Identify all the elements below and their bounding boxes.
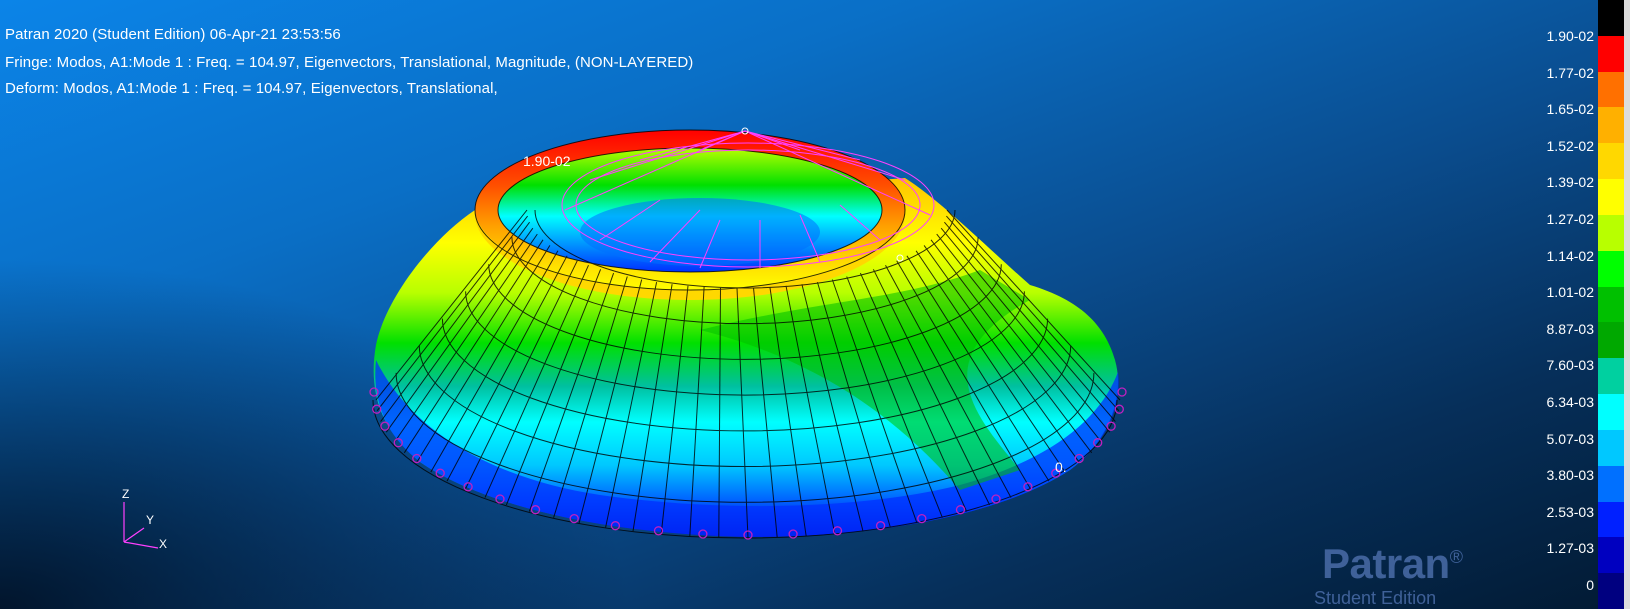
- legend-label: 5.07-03: [1546, 430, 1594, 447]
- legend-swatch: [1598, 71, 1624, 108]
- legend-label: 6.34-03: [1546, 394, 1594, 410]
- coordinate-triad: [123, 502, 159, 549]
- legend-label: 1.27-03: [1546, 540, 1594, 557]
- side-node: [896, 254, 904, 262]
- legend-label: 8.87-03: [1546, 320, 1594, 337]
- legend-label: 1.77-02: [1546, 64, 1594, 81]
- legend-swatch: [1598, 179, 1624, 216]
- legend-swatch: [1598, 0, 1624, 37]
- legend-label: 1.39-02: [1546, 174, 1594, 191]
- legend-swatch: [1598, 214, 1624, 252]
- legend-swatch: [1598, 250, 1624, 288]
- patran-logo: Patran®: [1322, 540, 1463, 587]
- axis-z-label: Z: [122, 487, 130, 501]
- legend-label: 1.14-02: [1546, 247, 1594, 264]
- legend-label: 1.52-02: [1546, 137, 1594, 154]
- viewport-title: Patran 2020 (Student Edition) 06-Apr-21 …: [5, 26, 341, 43]
- axis-y-label: Y: [146, 513, 155, 527]
- legend-swatch: [1598, 107, 1624, 144]
- mesh-lines: [372, 129, 1121, 539]
- legend-swatch: [1598, 501, 1624, 538]
- legend-label: 1.01-02: [1546, 284, 1594, 301]
- apex-node: [741, 127, 749, 135]
- legend-swatch: [1598, 537, 1624, 574]
- legend-swatch: [1598, 35, 1624, 73]
- legend-swatch: [1598, 394, 1624, 431]
- legend-label: 1.27-02: [1546, 211, 1594, 227]
- legend-swatch: [1598, 573, 1624, 609]
- legend-label: 0: [1586, 577, 1594, 593]
- min-value-marker: 0.: [1055, 459, 1067, 475]
- legend-label: 3.80-03: [1546, 467, 1594, 484]
- axis-x-label: X: [159, 537, 168, 551]
- window-edge: [1624, 0, 1630, 609]
- fringe-legend: [1598, 0, 1624, 609]
- legend-swatch: [1598, 429, 1624, 467]
- legend-swatch: [1598, 322, 1624, 359]
- undeformed-wireframe: [561, 130, 935, 269]
- green-band: [700, 270, 1030, 490]
- legend-swatch: [1598, 465, 1624, 503]
- legend-label: 1.90-02: [1546, 28, 1594, 44]
- legend-label: 1.65-02: [1546, 101, 1594, 118]
- node-markers: [369, 387, 1127, 540]
- legend-swatch: [1598, 286, 1624, 323]
- max-value-marker: 1.90-02: [523, 153, 571, 169]
- legend-label: 7.60-03: [1546, 357, 1594, 374]
- deform-description: Deform: Modos, A1:Mode 1 : Freq. = 104.9…: [5, 80, 498, 97]
- legend-label: 2.53-03: [1546, 503, 1594, 520]
- legend-swatch: [1598, 358, 1624, 395]
- legend-swatch: [1598, 143, 1624, 180]
- inner-hole: [580, 198, 820, 266]
- patran-edition: Student Edition: [1314, 588, 1437, 608]
- fringe-description: Fringe: Modos, A1:Mode 1 : Freq. = 104.9…: [5, 54, 694, 71]
